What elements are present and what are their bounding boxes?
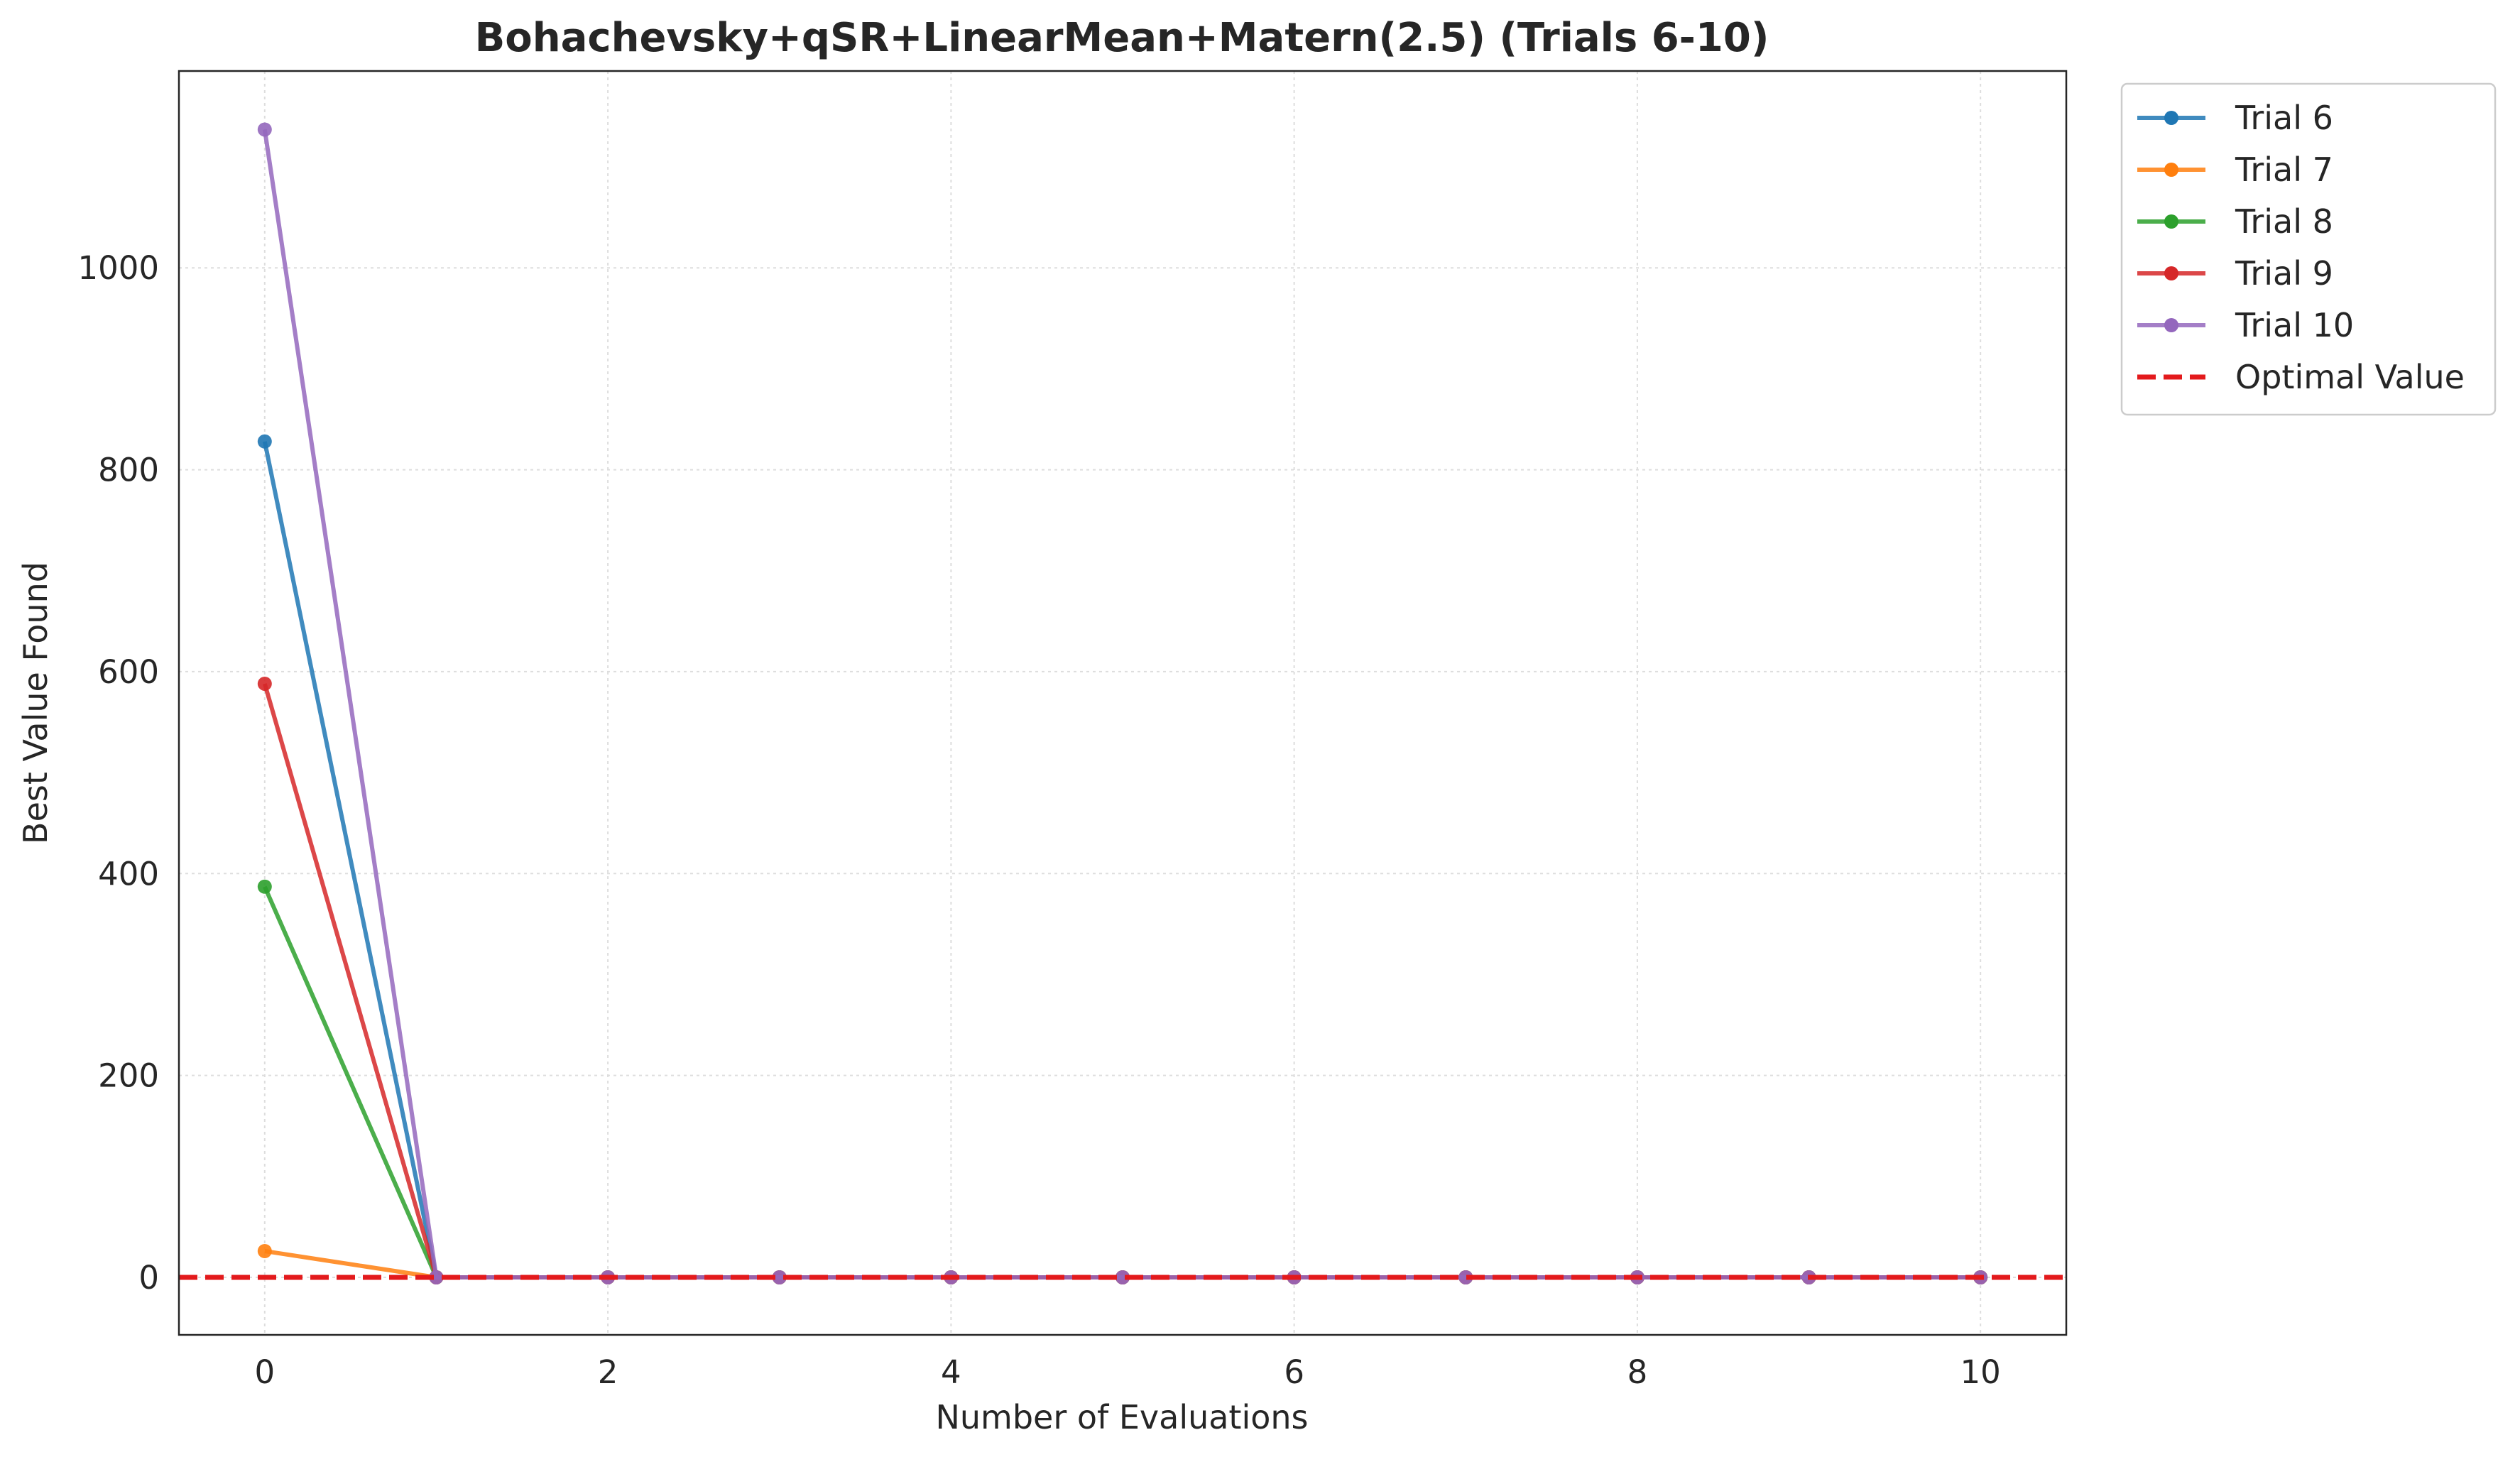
legend-marker bbox=[2164, 318, 2178, 332]
legend-marker bbox=[2164, 111, 2178, 125]
legend-label: Trial 10 bbox=[2235, 306, 2354, 344]
legend-label: Trial 7 bbox=[2235, 151, 2333, 189]
axis-ticks: 0 2 4 6 8 10 0 200 400 600 800 1000 bbox=[77, 249, 2000, 1391]
y-tick-label: 600 bbox=[98, 653, 159, 691]
x-tick-label: 4 bbox=[941, 1353, 961, 1391]
legend-entry: Optimal Value bbox=[2137, 358, 2465, 396]
x-tick-label: 2 bbox=[598, 1353, 618, 1391]
legend-label: Trial 6 bbox=[2235, 99, 2333, 137]
y-tick-label: 800 bbox=[98, 452, 159, 489]
data-point bbox=[1116, 1270, 1130, 1284]
plot-area-frame bbox=[178, 70, 2068, 1336]
legend-entry: Trial 6 bbox=[2137, 99, 2333, 137]
x-tick-label: 6 bbox=[1284, 1353, 1304, 1391]
chart-title: Bohachevsky+qSR+LinearMean+Matern(2.5) (… bbox=[475, 15, 1769, 61]
legend-marker bbox=[2164, 214, 2178, 229]
data-point bbox=[257, 676, 272, 691]
y-tick-label: 200 bbox=[98, 1057, 159, 1095]
legend-marker bbox=[2164, 163, 2178, 177]
y-tick-label: 400 bbox=[98, 855, 159, 893]
data-point bbox=[257, 1243, 272, 1258]
x-tick-label: 10 bbox=[1960, 1353, 2001, 1391]
data-point bbox=[257, 879, 272, 894]
x-axis-label: Number of Evaluations bbox=[935, 1398, 1308, 1436]
legend-entry: Trial 7 bbox=[2137, 151, 2333, 189]
legend-label: Trial 8 bbox=[2235, 202, 2333, 241]
legend-marker bbox=[2164, 266, 2178, 280]
x-tick-label: 8 bbox=[1627, 1353, 1648, 1391]
legend-entry: Trial 10 bbox=[2137, 306, 2354, 344]
x-tick-label: 0 bbox=[254, 1353, 275, 1391]
legend-entry: Trial 9 bbox=[2137, 254, 2333, 293]
legend-box bbox=[2120, 82, 2497, 416]
legend-entry: Trial 8 bbox=[2137, 202, 2333, 241]
data-point bbox=[429, 1270, 444, 1284]
data-point bbox=[1458, 1270, 1473, 1284]
data-point bbox=[257, 434, 272, 449]
legend: Trial 6 Trial 7 Trial 8 Trial 9 Trial 10 Opti… bbox=[2120, 82, 2497, 416]
y-tick-label: 0 bbox=[138, 1259, 159, 1297]
y-axis-label: Best Value Found bbox=[16, 562, 55, 844]
data-point bbox=[257, 122, 272, 137]
legend-label: Trial 9 bbox=[2235, 254, 2333, 293]
y-tick-label: 1000 bbox=[77, 249, 159, 287]
legend-label: Optimal Value bbox=[2235, 358, 2465, 396]
data-point bbox=[772, 1270, 787, 1284]
